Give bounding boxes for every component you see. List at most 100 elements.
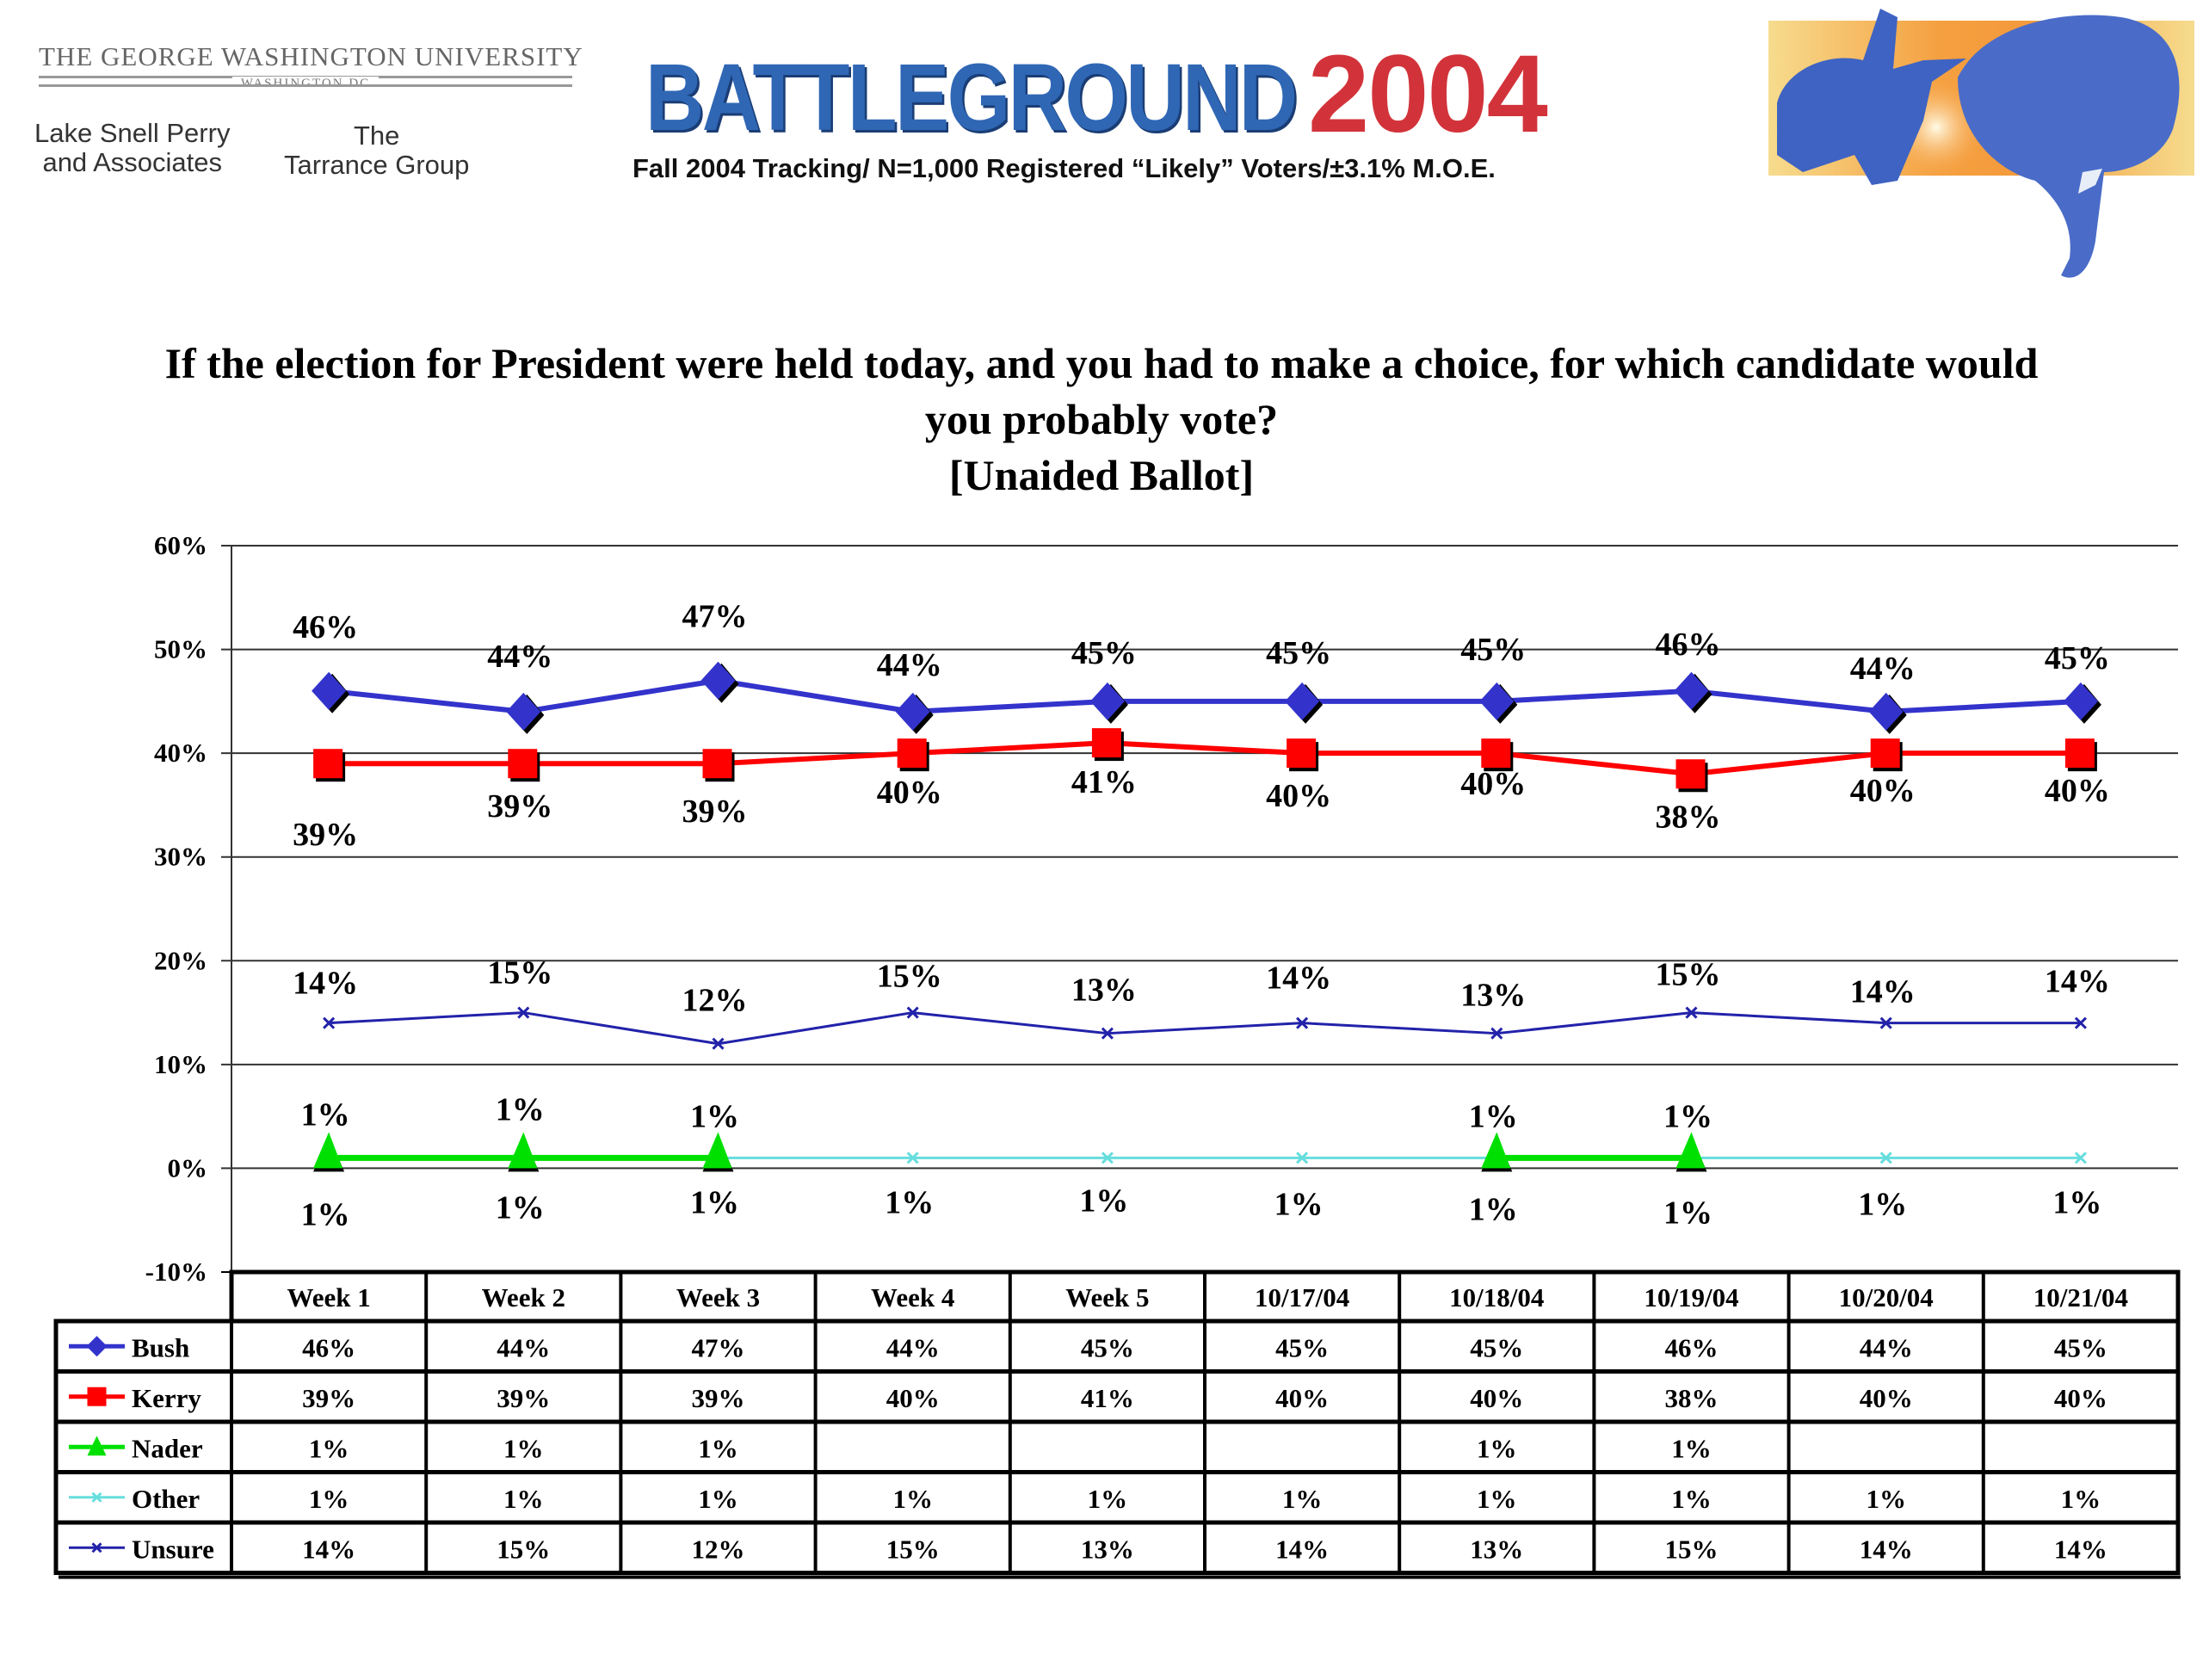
table-cell: 1% [1866, 1484, 1906, 1514]
table-cell: 39% [302, 1383, 355, 1413]
unsure-marker [1879, 1016, 1892, 1029]
table-cell: 1% [503, 1433, 544, 1463]
survey-subtitle: Fall 2004 Tracking/ N=1,000 Registered “… [633, 153, 1496, 183]
kerry-marker [897, 738, 927, 769]
table-cell: 45% [2054, 1332, 2107, 1362]
table-column-header: Week 1 [287, 1282, 370, 1312]
kerry-line-segment [912, 740, 1108, 757]
other-data-label: 1% [1469, 1191, 1518, 1227]
bush-data-label: 45% [1071, 635, 1137, 671]
kerry-data-label: 39% [487, 788, 552, 825]
other-marker [1296, 1152, 1309, 1164]
other-marker [1101, 1152, 1114, 1164]
table-cell: 1% [698, 1484, 738, 1514]
unsure-line-segment [329, 1011, 524, 1025]
table-cell: 39% [692, 1383, 745, 1413]
kerry-marker [702, 749, 732, 779]
nader-marker [508, 1132, 538, 1169]
table-column-header: 10/21/04 [2033, 1282, 2128, 1312]
nader-data-label: 1% [1469, 1098, 1518, 1134]
other-marker [2074, 1152, 2087, 1164]
other-data-label: 1% [2052, 1184, 2101, 1220]
bush-legend-label: Bush [132, 1332, 189, 1362]
table-cell: 47% [692, 1332, 745, 1362]
kerry-data-label: 38% [1656, 799, 1721, 835]
unsure-marker [517, 1006, 530, 1019]
unsure-legend-icon [91, 1542, 102, 1553]
bush-data-label: 44% [877, 647, 942, 683]
bush-data-label: 45% [2045, 640, 2110, 676]
nader-data-label: 1% [301, 1096, 350, 1133]
y-tick-label: 0% [168, 1152, 208, 1183]
table-cell: 1% [892, 1484, 933, 1514]
other-data-label: 1% [1274, 1186, 1324, 1222]
other-data-label: 1% [1079, 1183, 1128, 1219]
table-column-header: 10/18/04 [1449, 1282, 1544, 1312]
bush-data-label: 44% [487, 639, 552, 675]
table-column-header: 10/20/04 [1839, 1282, 1934, 1312]
table-cell: 12% [692, 1534, 745, 1564]
nader-data-label: 1% [690, 1098, 739, 1134]
table-column-header: Week 5 [1065, 1282, 1149, 1312]
unsure-data-label: 15% [1656, 957, 1721, 993]
kerry-data-label: 39% [293, 817, 358, 853]
table-cell: 1% [2061, 1484, 2101, 1514]
lake-snell-perry-logo: Lake Snell Perry and Associates [34, 119, 230, 177]
bush-line-segment [912, 698, 1108, 714]
unsure-data-label: 15% [487, 955, 552, 991]
bush-marker [312, 671, 347, 710]
table-cell: 13% [1081, 1534, 1134, 1564]
table-cell: 44% [1860, 1332, 1913, 1362]
nader-data-label: 1% [496, 1091, 545, 1127]
brand-year: 2004 [1308, 33, 1548, 156]
table-column-header: 10/19/04 [1644, 1282, 1738, 1312]
unsure-line-segment [523, 1011, 719, 1046]
table-cell: 1% [1088, 1484, 1128, 1514]
unsure-marker [2074, 1016, 2087, 1029]
table-cell: 45% [1470, 1332, 1523, 1362]
table-column-header: Week 2 [482, 1282, 565, 1312]
other-marker [906, 1152, 919, 1164]
partner1-line2: and Associates [42, 147, 222, 177]
kerry-marker [1675, 759, 1706, 789]
unsure-data-label: 13% [1071, 973, 1137, 1009]
kerry-legend-icon [87, 1387, 107, 1406]
kerry-data-label: 39% [682, 794, 748, 830]
partner2-line1: The [353, 120, 400, 151]
y-tick-label: 60% [154, 530, 207, 560]
nader-legend-label: Nader [132, 1433, 203, 1463]
y-tick-label: 10% [154, 1049, 207, 1079]
table-cell: 46% [1665, 1332, 1719, 1362]
y-tick-label: 50% [154, 634, 207, 664]
bush-data-label: 46% [293, 609, 358, 645]
bush-marker [1089, 682, 1125, 720]
university-rule: WASHINGTON DC [39, 76, 572, 91]
bush-data-label: 46% [1656, 627, 1721, 663]
bush-marker [2063, 682, 2098, 720]
table-cell: 1% [1282, 1484, 1323, 1514]
table-cell: 45% [1081, 1332, 1134, 1362]
kerry-marker [1091, 728, 1121, 758]
unsure-marker [1296, 1016, 1309, 1029]
other-data-label: 1% [496, 1189, 545, 1226]
nader-data-label: 1% [1663, 1098, 1712, 1134]
kerry-line-segment [718, 750, 913, 767]
table-cell: 1% [698, 1433, 738, 1463]
bush-data-label: 45% [1266, 635, 1331, 671]
bush-marker [1285, 682, 1320, 720]
unsure-line-segment [1302, 1022, 1497, 1035]
table-cell: 1% [1671, 1484, 1712, 1514]
table-cell: 13% [1470, 1534, 1523, 1564]
nader-marker [1481, 1132, 1511, 1169]
tarrance-group-logo: The Tarrance Group [284, 121, 469, 180]
question-text: If the election for President were held … [52, 336, 2151, 503]
bush-line-segment [522, 677, 719, 714]
unsure-line-segment [1107, 1022, 1303, 1035]
bush-line-segment [1496, 688, 1692, 704]
kerry-data-label: 40% [877, 775, 942, 811]
kerry-data-label: 40% [1266, 778, 1331, 814]
table-cell: 1% [309, 1433, 349, 1463]
bush-marker [895, 692, 930, 731]
other-legend-label: Other [132, 1484, 200, 1514]
table-cell: 45% [1275, 1332, 1329, 1362]
